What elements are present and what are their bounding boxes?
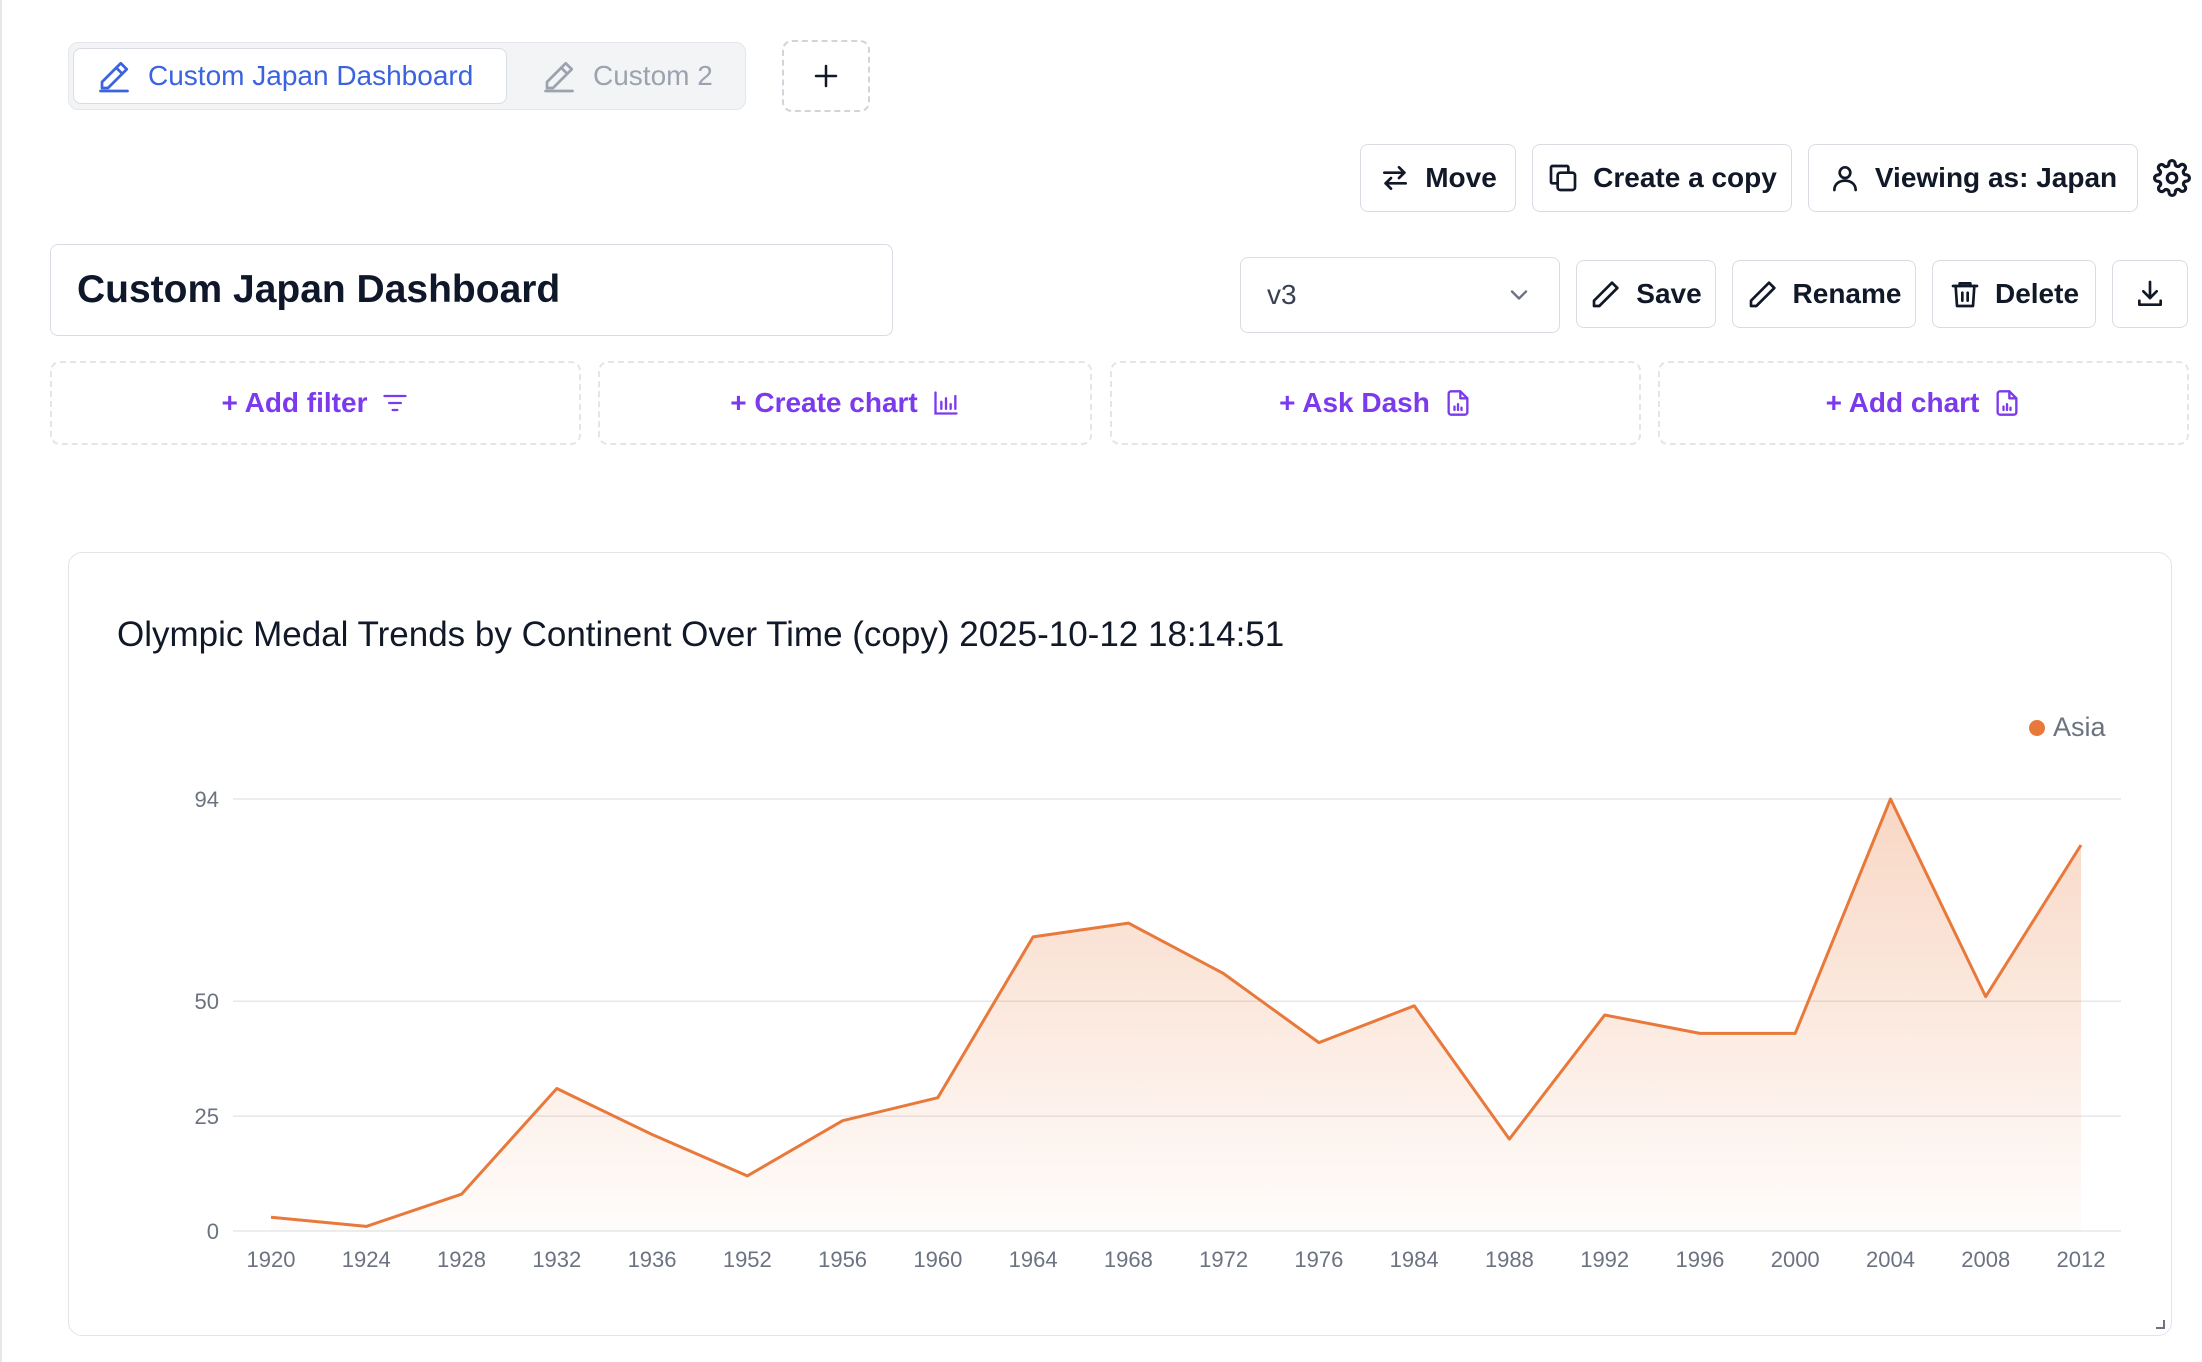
x-tick-label: 1996 <box>1675 1247 1724 1272</box>
resize-handle[interactable] <box>2153 1317 2165 1329</box>
copy-icon <box>1549 164 1577 192</box>
filter-icon <box>383 394 408 412</box>
download-icon <box>2138 280 2162 306</box>
create-chart-label: + Create chart <box>730 387 918 418</box>
y-tick-label: 0 <box>207 1219 219 1244</box>
line-chart: 0 25 50 94 1920 1924 1928 1932 1936 1952 1956 1960 1… <box>195 712 2121 1272</box>
x-tick-label: 1928 <box>437 1247 486 1272</box>
delete-label: Delete <box>1994 278 2080 309</box>
ask-dash-label: + Ask Dash <box>1279 387 1430 418</box>
delete-button[interactable]: Delete <box>1932 260 2096 328</box>
download-button[interactable] <box>2112 260 2188 328</box>
add-chart-button[interactable]: + Add chart <box>1658 361 2189 445</box>
x-tick-label: 1956 <box>818 1247 867 1272</box>
rename-label: Rename <box>1792 278 1902 309</box>
add-tab-button[interactable] <box>782 40 870 112</box>
create-chart-button[interactable]: + Create chart <box>598 361 1092 445</box>
add-filter-button[interactable]: + Add filter <box>50 361 581 445</box>
add-chart-label: + Add chart <box>1825 387 1980 418</box>
pencil-icon <box>544 61 574 93</box>
series-area-asia <box>271 799 2081 1231</box>
document-chart-icon <box>1996 390 2018 416</box>
version-select[interactable]: v3 <box>1240 257 1560 333</box>
y-tick-label: 50 <box>195 989 219 1014</box>
x-tick-label: 1960 <box>913 1247 962 1272</box>
chevron-down-icon <box>1510 290 1528 300</box>
move-label: Move <box>1425 162 1497 193</box>
document-chart-icon <box>1447 390 1469 416</box>
x-tick-label: 1924 <box>342 1247 391 1272</box>
x-tick-label: 1976 <box>1294 1247 1343 1272</box>
tab-custom-2[interactable]: Custom 2 <box>519 48 743 104</box>
trash-icon <box>1951 282 1979 308</box>
x-tick-label: 1992 <box>1580 1247 1629 1272</box>
user-icon <box>1832 166 1857 192</box>
version-selected: v3 <box>1267 279 1297 310</box>
bar-chart-icon <box>934 391 958 415</box>
x-tick-label: 1972 <box>1199 1247 1248 1272</box>
chart-card: Olympic Medal Trends by Continent Over T… <box>68 552 2172 1336</box>
settings-button[interactable] <box>2148 144 2196 212</box>
legend-marker <box>2029 720 2045 736</box>
x-tick-label: 1968 <box>1104 1247 1153 1272</box>
viewing-as-button[interactable]: Viewing as: Japan <box>1808 144 2138 212</box>
x-tick-label: 1952 <box>723 1247 772 1272</box>
save-label: Save <box>1636 278 1702 309</box>
x-tick-label: 1964 <box>1009 1247 1058 1272</box>
tab-custom-japan-dashboard[interactable]: Custom Japan Dashboard <box>73 48 507 104</box>
chart-title: Olympic Medal Trends by Continent Over T… <box>117 615 1285 654</box>
y-tick-label: 25 <box>195 1104 219 1129</box>
add-filter-label: + Add filter <box>221 387 368 418</box>
x-tick-label: 1984 <box>1390 1247 1439 1272</box>
pencil-icon <box>1749 281 1776 308</box>
tab-label: Custom Japan Dashboard <box>148 60 474 91</box>
pencil-icon <box>99 61 129 93</box>
left-border <box>0 0 2 1362</box>
series-line-asia <box>270 797 2083 1228</box>
x-tick-label: 2000 <box>1771 1247 1820 1272</box>
x-tick-label: 1932 <box>532 1247 581 1272</box>
x-tick-label: 1920 <box>247 1247 296 1272</box>
dashboard-tabs: Custom Japan Dashboard Custom 2 <box>68 42 746 110</box>
tab-label: Custom 2 <box>593 60 713 91</box>
save-button[interactable]: Save <box>1576 260 1716 328</box>
create-copy-label: Create a copy <box>1593 162 1777 193</box>
pencil-icon <box>1592 281 1619 308</box>
create-copy-button[interactable]: Create a copy <box>1532 144 1792 212</box>
x-tick-label: 2004 <box>1866 1247 1915 1272</box>
x-tick-label: 1988 <box>1485 1247 1534 1272</box>
ask-dash-button[interactable]: + Ask Dash <box>1110 361 1641 445</box>
move-button[interactable]: Move <box>1360 144 1516 212</box>
viewing-as-label: Viewing as: Japan <box>1874 162 2118 193</box>
plus-icon <box>814 64 838 88</box>
legend-label: Asia <box>2053 712 2107 742</box>
gear-icon <box>2153 159 2191 197</box>
arrows-swap-icon <box>1383 166 1408 190</box>
y-tick-label: 94 <box>195 787 219 812</box>
x-tick-label: 2012 <box>2057 1247 2106 1272</box>
x-tick-label: 2008 <box>1961 1247 2010 1272</box>
x-tick-label: 1936 <box>628 1247 677 1272</box>
dashboard-title: Custom Japan Dashboard <box>77 268 561 311</box>
rename-button[interactable]: Rename <box>1732 260 1916 328</box>
dashboard-title-field[interactable]: Custom Japan Dashboard <box>50 244 893 336</box>
